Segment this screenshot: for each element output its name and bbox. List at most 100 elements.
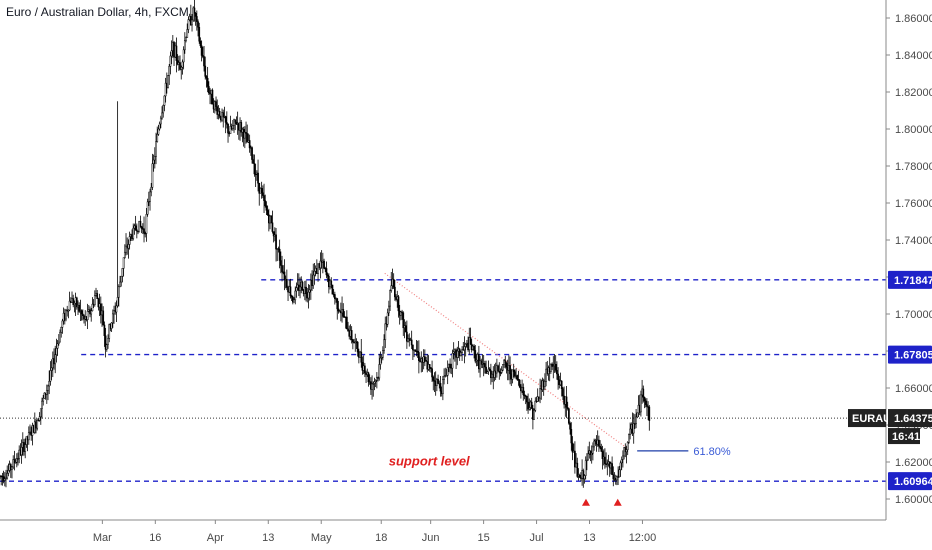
candle-body bbox=[234, 119, 237, 123]
candle-body bbox=[159, 117, 162, 125]
x-tick-label: Jul bbox=[530, 532, 544, 544]
candle-body bbox=[260, 188, 263, 193]
candle-body bbox=[418, 352, 420, 361]
candle-body bbox=[80, 310, 83, 315]
candle-body bbox=[122, 257, 125, 269]
candle-body bbox=[544, 381, 546, 387]
candle-body bbox=[183, 40, 186, 51]
candle-body bbox=[68, 300, 71, 311]
candle-body bbox=[539, 388, 541, 399]
candle-body bbox=[134, 225, 137, 231]
candle-body bbox=[356, 341, 359, 353]
candle-body bbox=[271, 222, 274, 232]
candle-body bbox=[103, 324, 106, 337]
candle-body bbox=[152, 159, 155, 165]
candle-body bbox=[181, 61, 184, 68]
candle-body bbox=[394, 286, 396, 298]
candle-body bbox=[379, 357, 382, 365]
trendline-layer bbox=[384, 272, 629, 450]
candle-body bbox=[376, 377, 378, 381]
candle-body bbox=[97, 298, 100, 308]
candle-body bbox=[432, 376, 435, 381]
candle-body bbox=[505, 362, 508, 368]
x-tick-label: May bbox=[311, 532, 332, 544]
candle-body bbox=[642, 388, 645, 398]
candle-body bbox=[493, 370, 496, 378]
level-price-tag bbox=[888, 345, 932, 364]
candle-body bbox=[47, 385, 49, 391]
candle-body bbox=[452, 351, 455, 354]
candle-body bbox=[12, 459, 15, 468]
candle-body bbox=[248, 140, 251, 149]
candle-body bbox=[600, 447, 603, 452]
candle-body bbox=[569, 423, 571, 430]
candle-body bbox=[104, 335, 107, 350]
candle-body bbox=[163, 95, 166, 106]
candle-body bbox=[390, 285, 393, 291]
candle-body bbox=[400, 311, 402, 316]
candle-body bbox=[222, 112, 225, 118]
candle-body bbox=[266, 210, 269, 216]
candle-body bbox=[364, 365, 366, 374]
candle-body bbox=[170, 50, 173, 57]
candle-body bbox=[146, 201, 149, 215]
candle-body bbox=[586, 459, 588, 462]
candle-body bbox=[509, 365, 511, 375]
candle-body bbox=[243, 131, 246, 139]
candle-body bbox=[293, 299, 295, 303]
candle-body bbox=[279, 260, 282, 266]
candle-body bbox=[612, 474, 615, 480]
candle-body bbox=[36, 420, 39, 429]
level-price-tag-label: 1.60964 bbox=[894, 476, 932, 488]
candle-body bbox=[155, 141, 157, 157]
candle-body bbox=[628, 434, 630, 443]
candle-body bbox=[606, 463, 609, 465]
y-tick-label: 1.78000 bbox=[895, 161, 932, 173]
candle-body bbox=[264, 200, 267, 207]
candle-body bbox=[410, 339, 413, 346]
candle-body bbox=[574, 450, 576, 468]
candle-body bbox=[121, 268, 124, 277]
candle-body bbox=[253, 163, 256, 175]
candle-body bbox=[604, 456, 606, 464]
x-tick-label: 18 bbox=[375, 532, 387, 544]
candle-body bbox=[473, 345, 475, 351]
candle-body bbox=[552, 365, 555, 367]
candle-body bbox=[93, 295, 96, 306]
candle-body bbox=[460, 352, 462, 357]
candle-body bbox=[620, 459, 623, 464]
candle-body bbox=[469, 337, 472, 345]
candle-body bbox=[480, 360, 483, 365]
candle-body bbox=[404, 325, 407, 333]
candle-body bbox=[169, 55, 172, 67]
candle-body bbox=[392, 278, 395, 288]
candle-body bbox=[157, 128, 160, 135]
candle-body bbox=[135, 229, 138, 232]
candle-body bbox=[285, 278, 288, 288]
candle-body bbox=[162, 105, 165, 114]
candle-body bbox=[499, 372, 502, 374]
candle-body bbox=[570, 429, 573, 444]
candle-body bbox=[589, 450, 592, 455]
candle-body bbox=[132, 227, 135, 239]
candle-body bbox=[289, 286, 292, 297]
candle-body bbox=[643, 396, 646, 402]
candle-body bbox=[373, 381, 376, 384]
candle-body bbox=[195, 16, 198, 22]
candle-body bbox=[45, 389, 48, 395]
candle-body bbox=[42, 397, 45, 402]
candle-body bbox=[127, 244, 130, 249]
candle-body bbox=[425, 360, 427, 362]
candle-body bbox=[17, 458, 19, 460]
candle-body bbox=[305, 286, 307, 294]
candle-body bbox=[167, 75, 169, 88]
candle-body bbox=[61, 320, 64, 328]
candle-body bbox=[437, 379, 439, 384]
candle-body bbox=[151, 163, 154, 188]
candle-body bbox=[140, 226, 143, 229]
level-price-tag bbox=[888, 270, 932, 289]
candle-body bbox=[533, 410, 535, 420]
candle-body bbox=[49, 370, 52, 382]
